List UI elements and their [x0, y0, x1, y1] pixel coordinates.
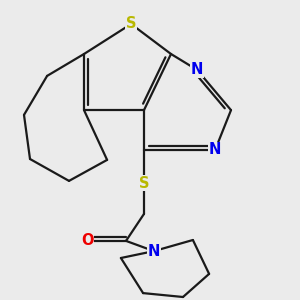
- Text: N: N: [191, 62, 203, 77]
- Text: N: N: [209, 142, 221, 158]
- Text: S: S: [139, 176, 149, 190]
- Text: O: O: [81, 233, 93, 248]
- Text: S: S: [126, 16, 136, 32]
- Text: N: N: [148, 244, 160, 259]
